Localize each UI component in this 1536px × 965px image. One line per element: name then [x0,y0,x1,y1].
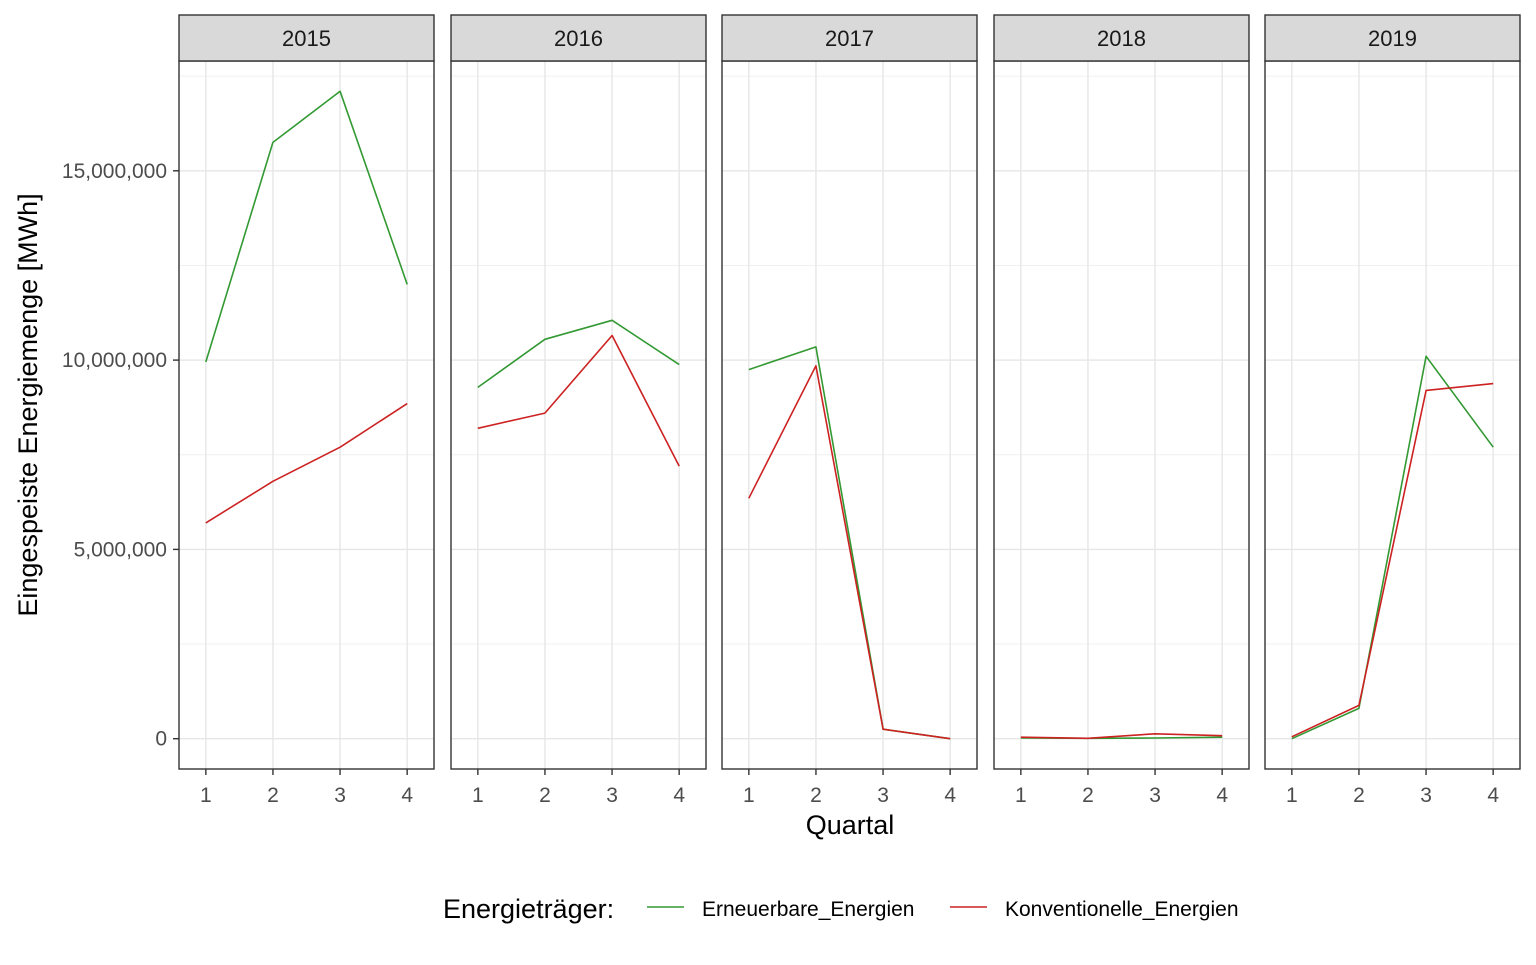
series-line-Konventionelle_Energien-2017 [748,364,951,740]
x-tick-label: 3 [606,784,618,807]
y-tick-label: 15,000,000 [62,160,167,183]
series-line-Konventionelle_Energien-2019 [1291,382,1494,738]
x-tick-label: 2 [267,784,279,807]
x-tick-label: 1 [743,784,755,807]
legend-entry-Konventionelle_Energien: Konventionelle_Energien [950,898,1239,921]
legend-label: Konventionelle_Energien [1005,898,1239,921]
facet-panel-2018: 2018 1 2 3 4 [993,14,1250,807]
x-tick-label: 4 [401,784,413,807]
legend: Energieträger: Erneuerbare_Energien Konve… [443,894,1239,924]
facet-panel-2017: 2017 1 2 3 4 [721,14,978,807]
legend-label: Erneuerbare_Energien [702,898,914,921]
facet-strip [721,14,978,62]
panel-background [1265,61,1520,769]
y-axis: 0 5,000,000 10,000,000 15,000,000 [62,160,179,751]
panel-background [994,61,1249,769]
facet-strip-label: 2015 [282,26,331,51]
panel-background [722,61,977,769]
facet-panel-2016: 2016 1 2 3 4 [450,14,707,807]
x-tick-label: 1 [472,784,484,807]
x-tick-label: 3 [877,784,889,807]
series-line-Erneuerbare_Energien-2015 [205,90,408,363]
x-tick-label: 4 [944,784,956,807]
facet-strip-label: 2016 [554,26,603,51]
y-tick-label: 5,000,000 [74,538,167,561]
facet-strip [450,14,707,62]
facet-panel-2015: 2015 1 2 3 4 [178,14,435,807]
legend-entry-Erneuerbare_Energien: Erneuerbare_Energien [647,898,914,921]
series-line-Erneuerbare_Energien-2016 [477,319,680,389]
x-tick-label: 4 [673,784,685,807]
facet-panel-2019: 2019 1 2 3 4 [1264,14,1521,807]
facet-strip [1264,14,1521,62]
x-tick-label: 2 [1353,784,1365,807]
y-axis-title: Eingespeiste Energiemenge [MWh] [13,193,43,616]
x-tick-label: 2 [539,784,551,807]
legend-title: Energieträger: [443,894,614,924]
x-tick-label: 3 [334,784,346,807]
facet-strip-label: 2018 [1097,26,1146,51]
panel-background [451,61,706,769]
x-tick-label: 2 [1082,784,1094,807]
x-tick-label: 1 [200,784,212,807]
series-line-Erneuerbare_Energien-2019 [1291,355,1494,740]
facet-strip-label: 2019 [1368,26,1417,51]
x-tick-label: 2 [810,784,822,807]
y-tick-label: 0 [155,728,167,751]
x-tick-label: 4 [1216,784,1228,807]
x-tick-label: 4 [1487,784,1499,807]
facet-panels: 2015 1 2 3 4 2016 1 2 3 4 2017 1 2 3 4 2018 1 2 3 4 2019 1 2 3 4 [178,14,1521,807]
x-tick-label: 3 [1420,784,1432,807]
series-line-Konventionelle_Energien-2018 [1020,732,1223,740]
legend-entries: Erneuerbare_Energien Konventionelle_Energ… [647,898,1239,921]
facet-strip [178,14,435,62]
panel-background [179,61,434,769]
facet-strip-label: 2017 [825,26,874,51]
x-tick-label: 3 [1149,784,1161,807]
series-line-Konventionelle_Energien-2016 [477,334,680,467]
x-tick-label: 1 [1015,784,1027,807]
series-line-Konventionelle_Energien-2015 [205,402,408,524]
x-axis-title: Quartal [806,810,895,840]
facet-strip [993,14,1250,62]
x-tick-label: 1 [1286,784,1298,807]
y-tick-label: 10,000,000 [62,349,167,372]
